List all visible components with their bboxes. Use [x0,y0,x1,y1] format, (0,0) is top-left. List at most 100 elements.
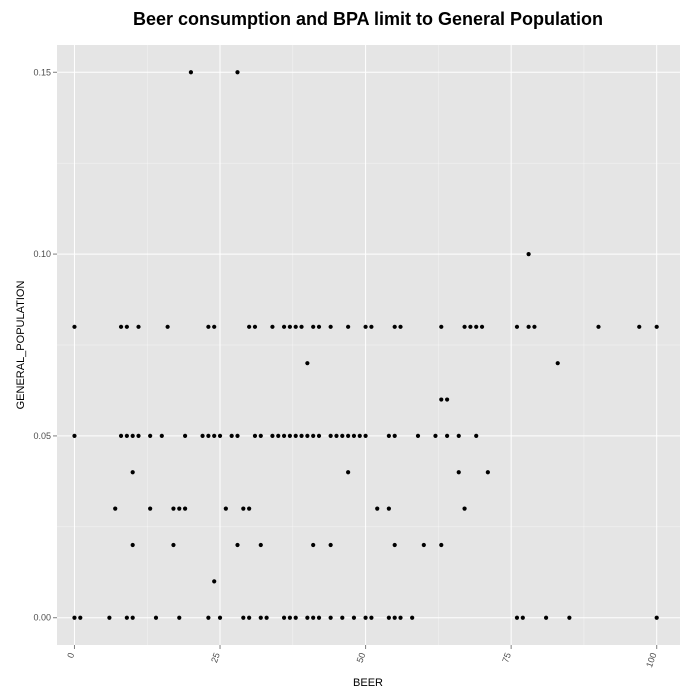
data-point [136,324,141,329]
x-tick-label: 75 [500,651,513,664]
data-point [171,506,176,511]
data-point [316,615,322,620]
data-point [316,433,322,439]
data-point [235,542,240,548]
data-point [392,433,397,439]
data-point [217,433,223,439]
data-point [311,615,316,620]
data-point [514,615,520,620]
data-point [281,615,287,620]
data-point [72,324,77,329]
data-point [124,615,129,620]
data-point [270,433,275,439]
data-point [474,433,479,439]
data-point [328,433,333,439]
grid-major-lines [57,45,680,645]
data-point [182,506,188,511]
data-point [386,506,391,511]
data-point [136,433,141,439]
data-point [247,506,252,511]
data-point [386,433,391,439]
data-point [311,324,316,329]
data-point [177,615,182,620]
data-point [485,470,490,475]
data-point [276,433,281,439]
y-tick-label: 0.10 [33,249,51,259]
data-point [299,433,304,439]
data-point [247,324,252,329]
data-point [165,324,170,329]
data-point [439,542,444,548]
data-point [439,397,444,402]
data-point [567,615,572,620]
data-point [293,324,298,329]
data-point [148,433,153,439]
y-tick-label: 0.15 [33,67,51,77]
data-point [223,506,228,511]
data-point [124,324,129,329]
data-point [200,433,205,439]
x-tick-label: 0 [65,651,76,659]
data-point [72,615,77,620]
data-point [130,615,135,620]
data-point [305,433,310,439]
data-point [386,615,391,620]
data-point [445,433,450,439]
data-point [124,433,129,439]
data-point [328,542,333,548]
data-point [474,324,479,329]
data-point [264,615,269,620]
data-point [526,324,531,329]
data-point [346,470,351,475]
data-point [526,251,531,257]
data-point [596,324,601,329]
y-tick-label: 0.05 [33,431,51,441]
x-tick-label: 50 [355,651,368,664]
data-point [439,324,444,329]
data-point [258,433,263,439]
x-axis-ticks: 0 25 50 75 100 [65,645,659,669]
data-point [369,615,374,620]
data-point [206,324,211,329]
data-point [153,615,159,620]
data-point [159,433,164,439]
data-point [468,324,473,329]
data-point [398,324,403,329]
data-point [351,433,357,439]
data-point [328,615,333,620]
data-point [532,324,537,329]
data-point [293,433,298,439]
data-point [281,433,287,439]
y-axis-label: GENERAL_POPULATION [15,281,27,410]
data-point [118,324,124,329]
data-point [305,615,310,620]
data-point [113,506,118,511]
data-point [258,542,263,548]
data-point [212,579,217,584]
data-point [235,70,240,75]
chart-title: Beer consumption and BPA limit to Genera… [133,9,603,29]
x-tick-label: 25 [209,651,222,664]
data-point [654,615,659,620]
data-point [462,506,467,511]
data-point [421,542,426,548]
data-point [520,615,525,620]
data-point [305,361,310,366]
data-point [363,615,368,620]
data-point [270,324,275,329]
data-point [72,433,77,439]
data-point [311,542,316,548]
data-point [369,324,374,329]
data-point [410,615,415,620]
data-point [258,615,263,620]
data-point [392,542,397,548]
data-point [281,324,287,329]
x-axis-label: BEER [353,677,383,689]
data-point [357,433,362,439]
data-point [188,70,194,75]
data-point [445,397,450,402]
data-point [334,433,339,439]
data-point [363,433,368,439]
data-point [148,506,153,511]
